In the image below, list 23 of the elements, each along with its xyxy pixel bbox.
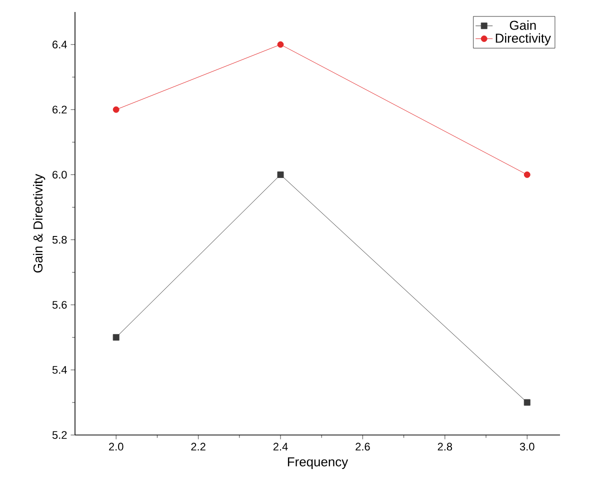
y-tick-label: 5.4 xyxy=(52,366,67,374)
y-tick-label: 6.4 xyxy=(52,40,67,48)
y-tick-label: 6.0 xyxy=(52,170,67,179)
y-axis-title: Gain & Directivity xyxy=(33,174,46,272)
y-tick-label: 5.6 xyxy=(52,300,67,309)
y-tick-label: 5.8 xyxy=(52,236,67,244)
y-tick-label: 5.2 xyxy=(52,431,67,439)
x-tick-label: 2.0 xyxy=(109,442,124,451)
y-tick-label: 6.2 xyxy=(52,106,67,114)
x-tick-label: 2.2 xyxy=(191,442,206,450)
x-axis-title: Frequency xyxy=(288,457,348,469)
x-tick-label: 3.0 xyxy=(520,442,534,451)
point xyxy=(524,171,530,178)
point xyxy=(112,334,120,341)
x-tick-label: 2.6 xyxy=(356,442,370,451)
point xyxy=(277,171,284,178)
legend-label: Gain xyxy=(510,20,536,30)
point xyxy=(524,399,530,406)
x-tick-label: 2.8 xyxy=(438,442,452,451)
legend-label: Directivity xyxy=(496,33,551,46)
point xyxy=(112,106,120,113)
x-tick-label: 2.4 xyxy=(273,442,288,450)
point xyxy=(277,41,284,48)
